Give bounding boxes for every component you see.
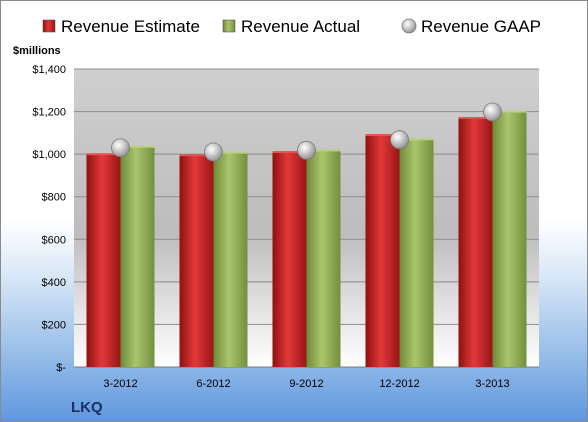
y-tick-label: $800 bbox=[42, 192, 66, 204]
bar-revenue-estimate bbox=[86, 155, 121, 367]
bar-revenue-actual bbox=[399, 140, 434, 367]
legend-label: Revenue Estimate bbox=[61, 17, 200, 36]
bars bbox=[86, 110, 527, 368]
bar-revenue-estimate bbox=[458, 119, 493, 368]
bar-revenue-estimate bbox=[272, 153, 307, 367]
legend-swatch bbox=[222, 19, 236, 33]
y-tick-label: $1,200 bbox=[32, 107, 66, 119]
gaap-marker bbox=[297, 140, 316, 160]
x-tick-label: 6-2012 bbox=[196, 378, 230, 390]
bar-revenue-actual bbox=[306, 151, 341, 367]
legend-swatch bbox=[42, 19, 56, 33]
legend-label: Revenue GAAP bbox=[421, 17, 541, 36]
gaap-marker bbox=[483, 102, 502, 122]
y-tick-label: $1,400 bbox=[32, 64, 66, 76]
y-tick-label: $200 bbox=[42, 319, 66, 331]
y-tick-label: $600 bbox=[42, 234, 66, 246]
gaap-marker bbox=[390, 130, 409, 150]
y-tick-label: $1,000 bbox=[32, 149, 66, 161]
x-tick-label: 3-2013 bbox=[475, 378, 509, 390]
bar-revenue-actual bbox=[213, 153, 248, 367]
x-tick-label: 12-2012 bbox=[379, 378, 419, 390]
company-ticker: LKQ bbox=[71, 399, 103, 416]
bar-revenue-estimate bbox=[179, 156, 214, 367]
x-tick-label: 9-2012 bbox=[289, 378, 323, 390]
legend: Revenue Estimate Revenue Actual Revenue GA… bbox=[42, 17, 541, 36]
gaap-markers bbox=[111, 102, 502, 162]
bar-revenue-actual bbox=[492, 112, 527, 367]
legend-swatch bbox=[401, 18, 417, 34]
x-tick-label: 3-2012 bbox=[103, 378, 137, 390]
gaap-marker bbox=[111, 138, 130, 158]
bar-revenue-estimate bbox=[365, 136, 400, 367]
bar-revenue-actual bbox=[120, 147, 155, 367]
legend-label: Revenue Actual bbox=[241, 17, 360, 36]
y-tick-label: $- bbox=[56, 362, 66, 374]
y-axis-ticks: $- $200 $400 $600 $800 $1,000 $1,200 $1,400 bbox=[32, 64, 66, 374]
y-axis-unit-label: $millions bbox=[13, 45, 61, 57]
gaap-marker bbox=[204, 142, 223, 162]
x-axis-ticks: 3-2012 6-2012 9-2012 12-2012 3-2013 bbox=[103, 378, 509, 390]
y-tick-label: $400 bbox=[42, 277, 66, 289]
